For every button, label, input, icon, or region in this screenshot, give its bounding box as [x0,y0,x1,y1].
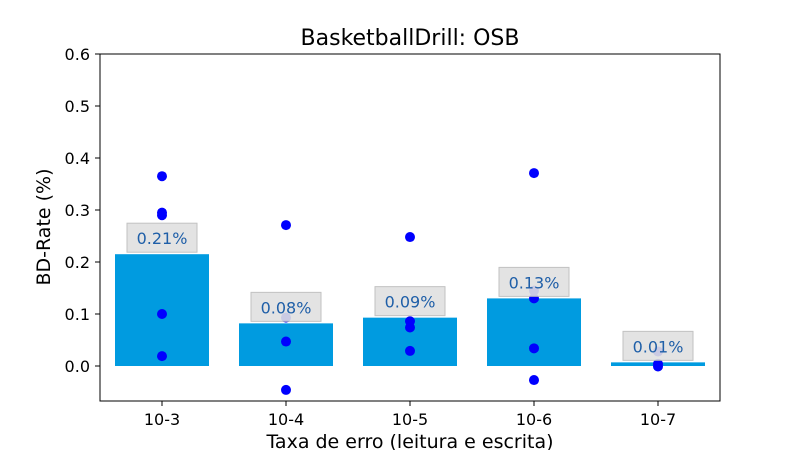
point-10-3-3 [157,210,167,221]
value-label-box-10-3 [126,222,198,253]
x-tick-label-10-4: 10-4 [268,410,304,429]
bar-10-6 [487,298,581,366]
point-10-4-3 [281,336,291,347]
point-10-7-3 [653,361,663,372]
point-10-6-5 [529,375,539,386]
point-10-5-3 [405,322,415,333]
value-label-box-10-4 [250,291,322,322]
point-10-3-4 [157,309,167,319]
point-10-6-4 [529,343,539,354]
y-tick-label-0.4: 0.4 [65,149,90,168]
y-tick-label-0.5: 0.5 [65,97,90,116]
x-tick-label-10-3: 10-3 [144,410,180,429]
point-10-4-4 [281,384,291,395]
value-label-box-10-6 [498,266,570,297]
plot-area: 0.21% 0.08% 0.09% 0.13% 0.01% 0.0 0.1 0.2 0.3 0.4… [65,45,721,429]
point-10-3-1 [157,171,167,182]
point-10-5-4 [405,345,415,356]
point-10-4-1 [281,220,291,231]
value-label-10-4: 0.08% [261,298,312,317]
x-tick-label-10-6: 10-6 [516,410,552,429]
x-tick-label-10-7: 10-7 [640,410,676,429]
y-axis-label: BD-Rate (%) [33,168,55,285]
value-label-10-5: 0.09% [385,293,436,312]
x-axis-label: Taxa de erro (leitura e escrita) [265,431,553,450]
y-tick-label-0.6: 0.6 [65,45,90,64]
point-10-5-1 [405,232,415,243]
value-label-10-7: 0.01% [633,337,684,356]
point-10-3-5 [157,351,167,362]
point-10-6-1 [529,168,539,179]
value-label-10-3: 0.21% [137,229,188,248]
chart-title: BasketballDrill: OSB [301,26,520,51]
y-tick-label-0.3: 0.3 [65,201,90,220]
y-tick-label-0.1: 0.1 [65,305,90,324]
value-label-box-10-7 [622,330,694,361]
x-tick-label-10-5: 10-5 [392,410,428,429]
value-label-10-6: 0.13% [509,273,560,292]
y-tick-label-0.0: 0.0 [65,357,90,376]
y-tick-label-0.2: 0.2 [65,253,90,272]
value-label-box-10-5 [374,286,446,317]
